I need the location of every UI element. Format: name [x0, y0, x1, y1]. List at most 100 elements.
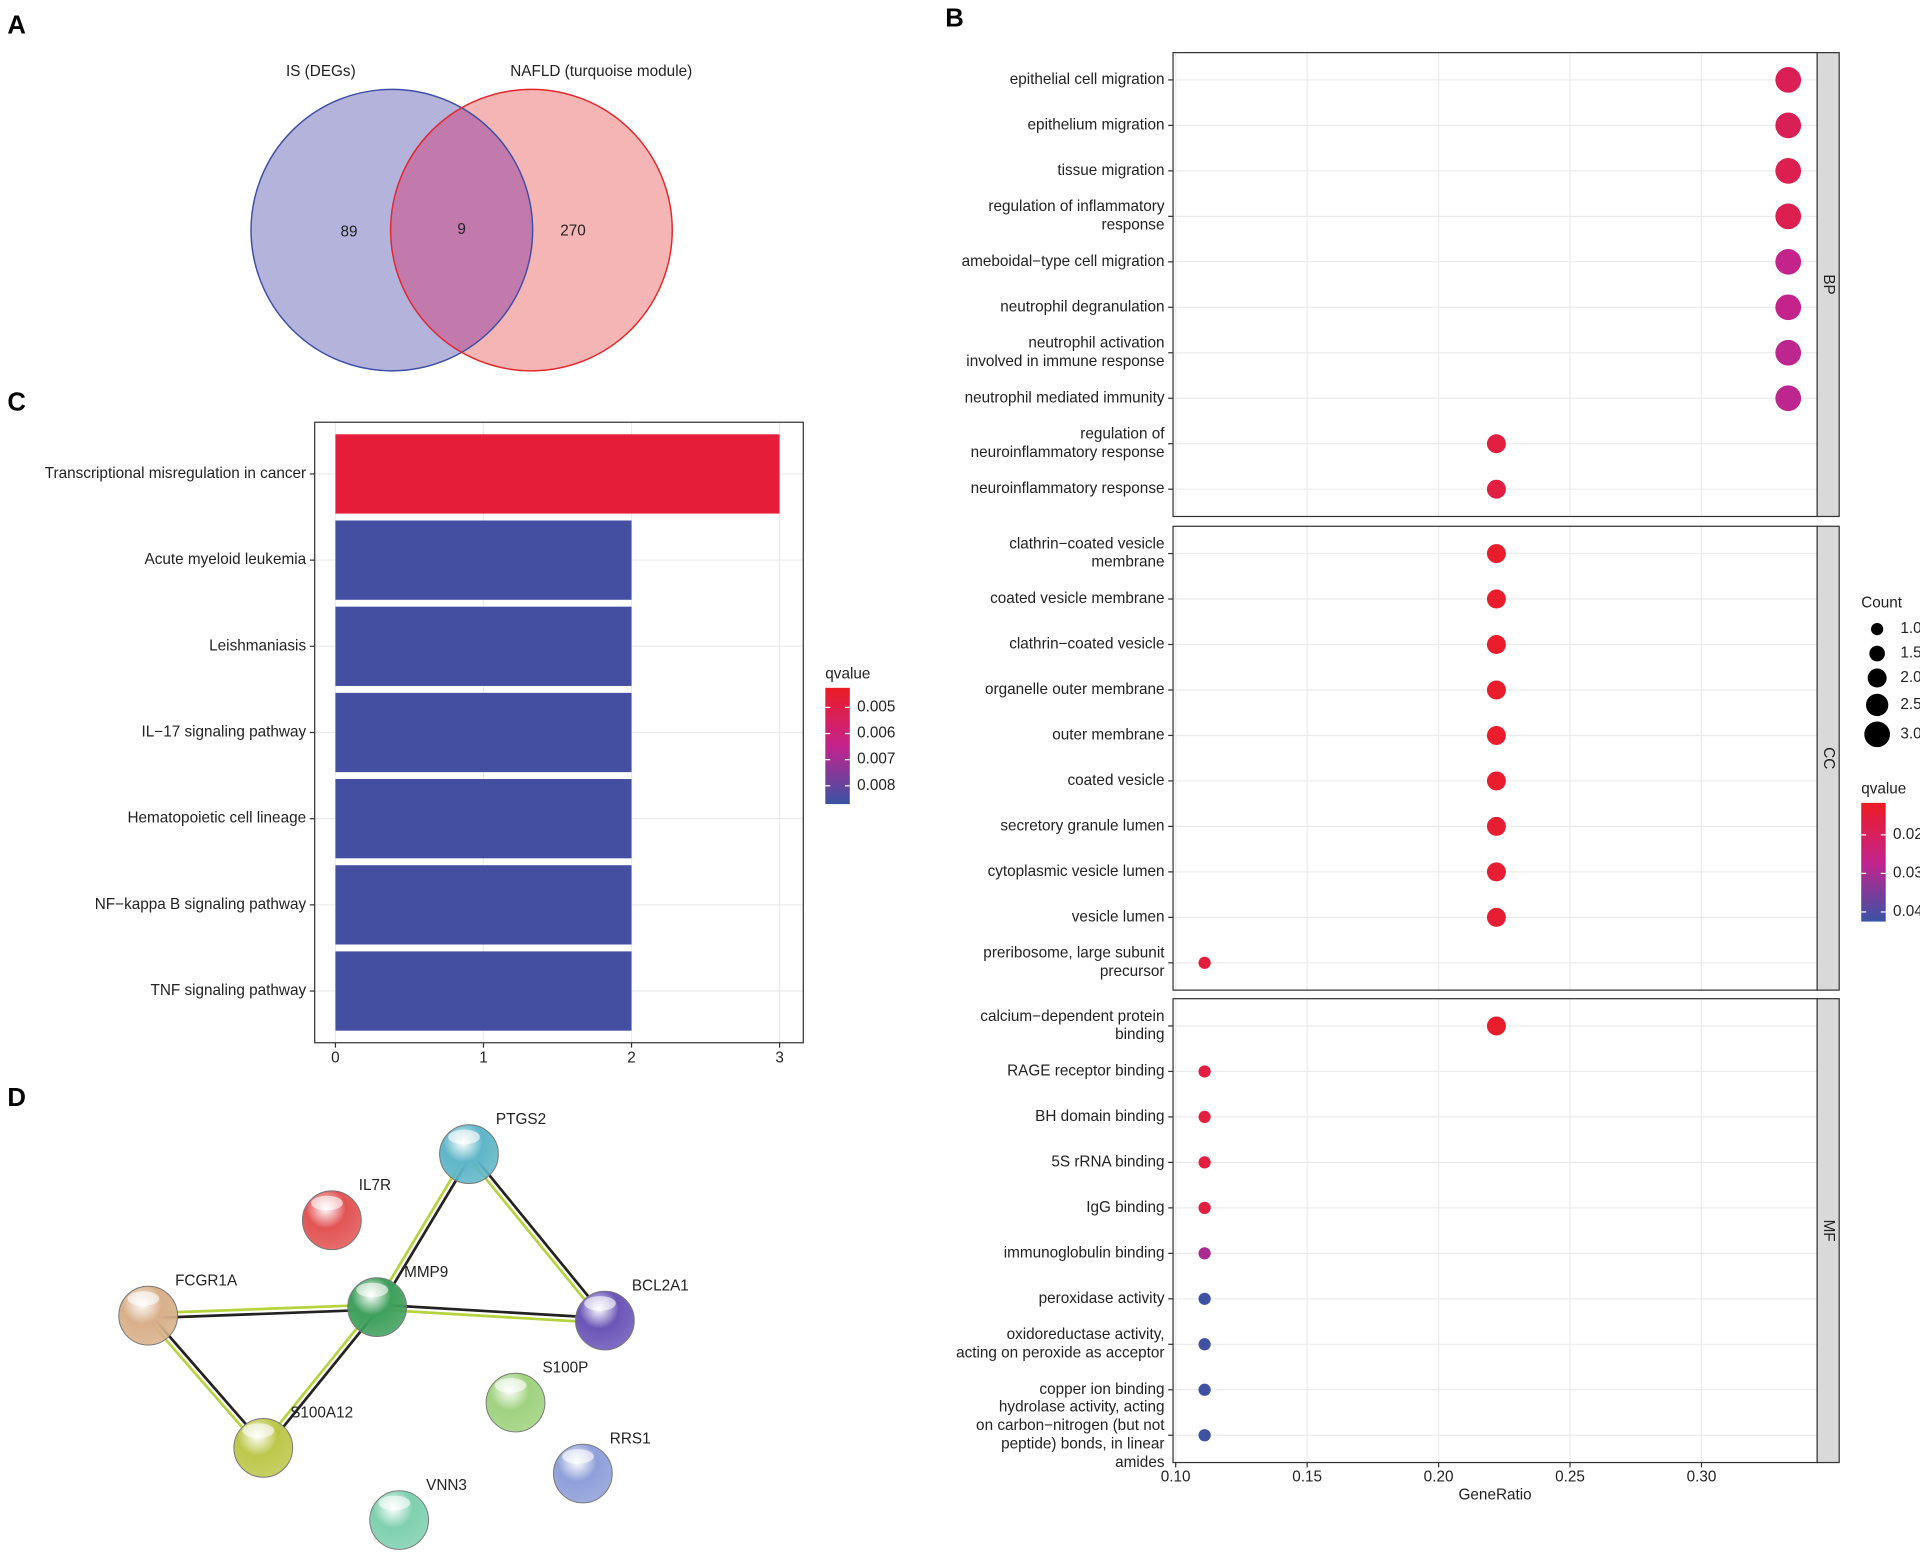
node-label: S100P — [542, 1359, 588, 1376]
panel-border — [314, 421, 804, 1044]
colorbar — [825, 687, 850, 805]
legend-dot — [1865, 693, 1889, 717]
dot — [1775, 248, 1802, 275]
node-label: FCGR1A — [175, 1272, 238, 1289]
panel-bg — [1173, 998, 1818, 1463]
node-highlight — [584, 1296, 616, 1311]
dot — [1198, 1429, 1211, 1442]
strip-label: MF — [1820, 1220, 1837, 1242]
y-tick-label: neutrophil activation involved in immune … — [966, 335, 1164, 370]
set-label: IS (DEGs) — [286, 63, 356, 80]
bar — [335, 692, 632, 773]
dot — [1486, 862, 1506, 882]
dot — [1486, 771, 1506, 791]
y-tick-label: BH domain binding — [1035, 1108, 1164, 1125]
bar — [335, 951, 632, 1031]
node-highlight — [562, 1449, 594, 1464]
bar — [335, 779, 632, 859]
edge — [466, 1154, 605, 1323]
dot — [1486, 816, 1506, 836]
y-tick-label: copper ion binding — [1039, 1381, 1164, 1398]
y-tick-label: vesicle lumen — [1072, 908, 1165, 925]
dot — [1486, 479, 1506, 499]
set-label: NAFLD (turquoise module) — [510, 63, 692, 80]
y-tick-label: neutrophil mediated immunity — [965, 389, 1165, 406]
panel-letter: D — [7, 1084, 26, 1112]
edge — [148, 1303, 378, 1315]
node-highlight — [356, 1282, 389, 1298]
x-tick-label: 0 — [331, 1050, 340, 1067]
y-tick-label: coated vesicle membrane — [990, 590, 1164, 607]
y-tick-label: outer membrane — [1052, 727, 1164, 744]
node-highlight — [494, 1378, 527, 1393]
strip — [1816, 525, 1840, 991]
colorbar-label: 0.007 — [857, 751, 895, 768]
legend-dot — [1864, 721, 1890, 748]
dot — [1775, 112, 1802, 139]
dot — [1486, 680, 1506, 700]
dot — [1775, 158, 1802, 184]
dot — [1198, 1338, 1211, 1351]
dot — [1486, 907, 1506, 927]
x-axis-title: GeneRatio — [1459, 1487, 1532, 1504]
bar — [335, 865, 632, 945]
edge — [377, 1303, 606, 1320]
colorbar-label: 0.02 — [1893, 826, 1920, 843]
dot — [1486, 589, 1506, 609]
x-tick-label: 0.20 — [1424, 1468, 1454, 1485]
strip — [1816, 52, 1840, 518]
dot — [1775, 67, 1802, 93]
dot — [1198, 1292, 1211, 1305]
node-label: VNN3 — [426, 1477, 467, 1494]
y-tick-label: regulation of neuroinflammatory response — [971, 426, 1166, 461]
legend-dot — [1869, 645, 1885, 662]
node-label: RRS1 — [610, 1430, 651, 1447]
dot — [1775, 339, 1802, 366]
y-tick-label: Hematopoietic cell lineage — [127, 810, 306, 827]
y-tick-label: immunoglobulin binding — [1004, 1244, 1165, 1261]
x-tick-label: 2 — [627, 1050, 636, 1067]
y-tick-label: IL−17 signaling pathway — [142, 724, 307, 741]
y-tick-label: neutrophil degranulation — [1000, 298, 1164, 315]
dot — [1198, 1065, 1211, 1078]
node-highlight — [448, 1129, 480, 1145]
region-count: 89 — [340, 224, 357, 241]
dot — [1486, 725, 1506, 745]
y-tick-label: peroxidase activity — [1039, 1290, 1165, 1307]
bar — [335, 520, 632, 600]
panel-letter: A — [7, 12, 26, 40]
y-tick-label: clathrin−coated vesicle — [1009, 636, 1164, 653]
node-highlight — [242, 1423, 275, 1439]
y-tick-label: preribosome, large subunit precursor — [983, 945, 1165, 980]
y-tick-label: tissue migration — [1057, 162, 1164, 179]
region-count: 9 — [457, 221, 466, 238]
node-highlight — [127, 1291, 160, 1306]
dot — [1198, 1156, 1211, 1169]
legend-title: qvalue — [1861, 780, 1906, 797]
x-tick-label: 0.10 — [1161, 1468, 1191, 1485]
dot — [1198, 1110, 1211, 1124]
dot — [1198, 1383, 1211, 1396]
bar — [335, 434, 780, 514]
dot — [1775, 294, 1802, 321]
colorbar-label: 0.04 — [1893, 903, 1920, 920]
y-tick-label: neuroinflammatory response — [971, 480, 1165, 497]
y-tick-label: Transcriptional misregulation in cancer — [45, 465, 306, 482]
dot — [1486, 635, 1506, 654]
y-tick-label: NF−kappa B signaling pathway — [95, 896, 307, 913]
node-label: IL7R — [359, 1177, 391, 1194]
dot — [1775, 203, 1802, 230]
y-tick-label: organelle outer membrane — [985, 681, 1164, 698]
node-label: S100A12 — [290, 1405, 353, 1422]
x-tick-label: 0.30 — [1687, 1468, 1717, 1485]
node-label: BCL2A1 — [632, 1277, 689, 1294]
dot — [1486, 1016, 1506, 1036]
edge — [260, 1304, 377, 1448]
dot — [1486, 544, 1506, 564]
y-tick-label: epithelial cell migration — [1010, 71, 1165, 88]
y-tick-label: coated vesicle — [1068, 772, 1165, 789]
legend-title: qvalue — [825, 665, 870, 682]
y-tick-label: clathrin−coated vesicle membrane — [1009, 535, 1164, 570]
edge — [264, 1307, 381, 1451]
